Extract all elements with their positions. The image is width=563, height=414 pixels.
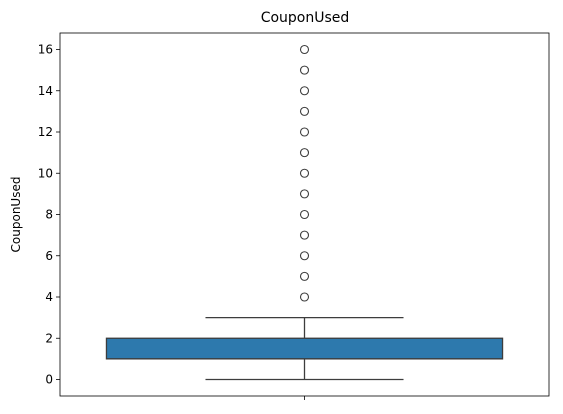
outlier-point [299, 209, 310, 220]
y-tick-label: 10 [38, 166, 53, 180]
outlier-point [299, 44, 310, 55]
outlier-point [299, 65, 310, 75]
outlier-point [299, 271, 310, 281]
y-tick-label: 4 [45, 290, 53, 304]
y-tick-label: 8 [45, 208, 53, 222]
outlier-point [299, 189, 310, 199]
outlier-point [299, 106, 310, 116]
outlier-point [299, 86, 310, 96]
y-axis-title: CouponUsed [9, 177, 23, 253]
y-tick-label: 0 [45, 373, 53, 387]
outlier-point [299, 292, 310, 302]
plot-area [59, 32, 550, 397]
y-tick-label: 14 [38, 84, 53, 98]
outlier-point [299, 251, 310, 261]
box-iqr [105, 337, 504, 360]
y-axis: 0 2 4 6 8 10 12 14 16 [38, 43, 60, 387]
outlier-point [299, 148, 310, 158]
y-tick-label: 12 [38, 125, 53, 139]
y-tick-label: 2 [45, 331, 53, 345]
y-tick-label: 6 [45, 249, 53, 263]
chart-title: CouponUsed [261, 10, 350, 26]
outlier-point [299, 127, 310, 137]
outlier-point [299, 168, 310, 178]
y-tick-label: 16 [38, 43, 53, 57]
outlier-point [299, 230, 310, 240]
